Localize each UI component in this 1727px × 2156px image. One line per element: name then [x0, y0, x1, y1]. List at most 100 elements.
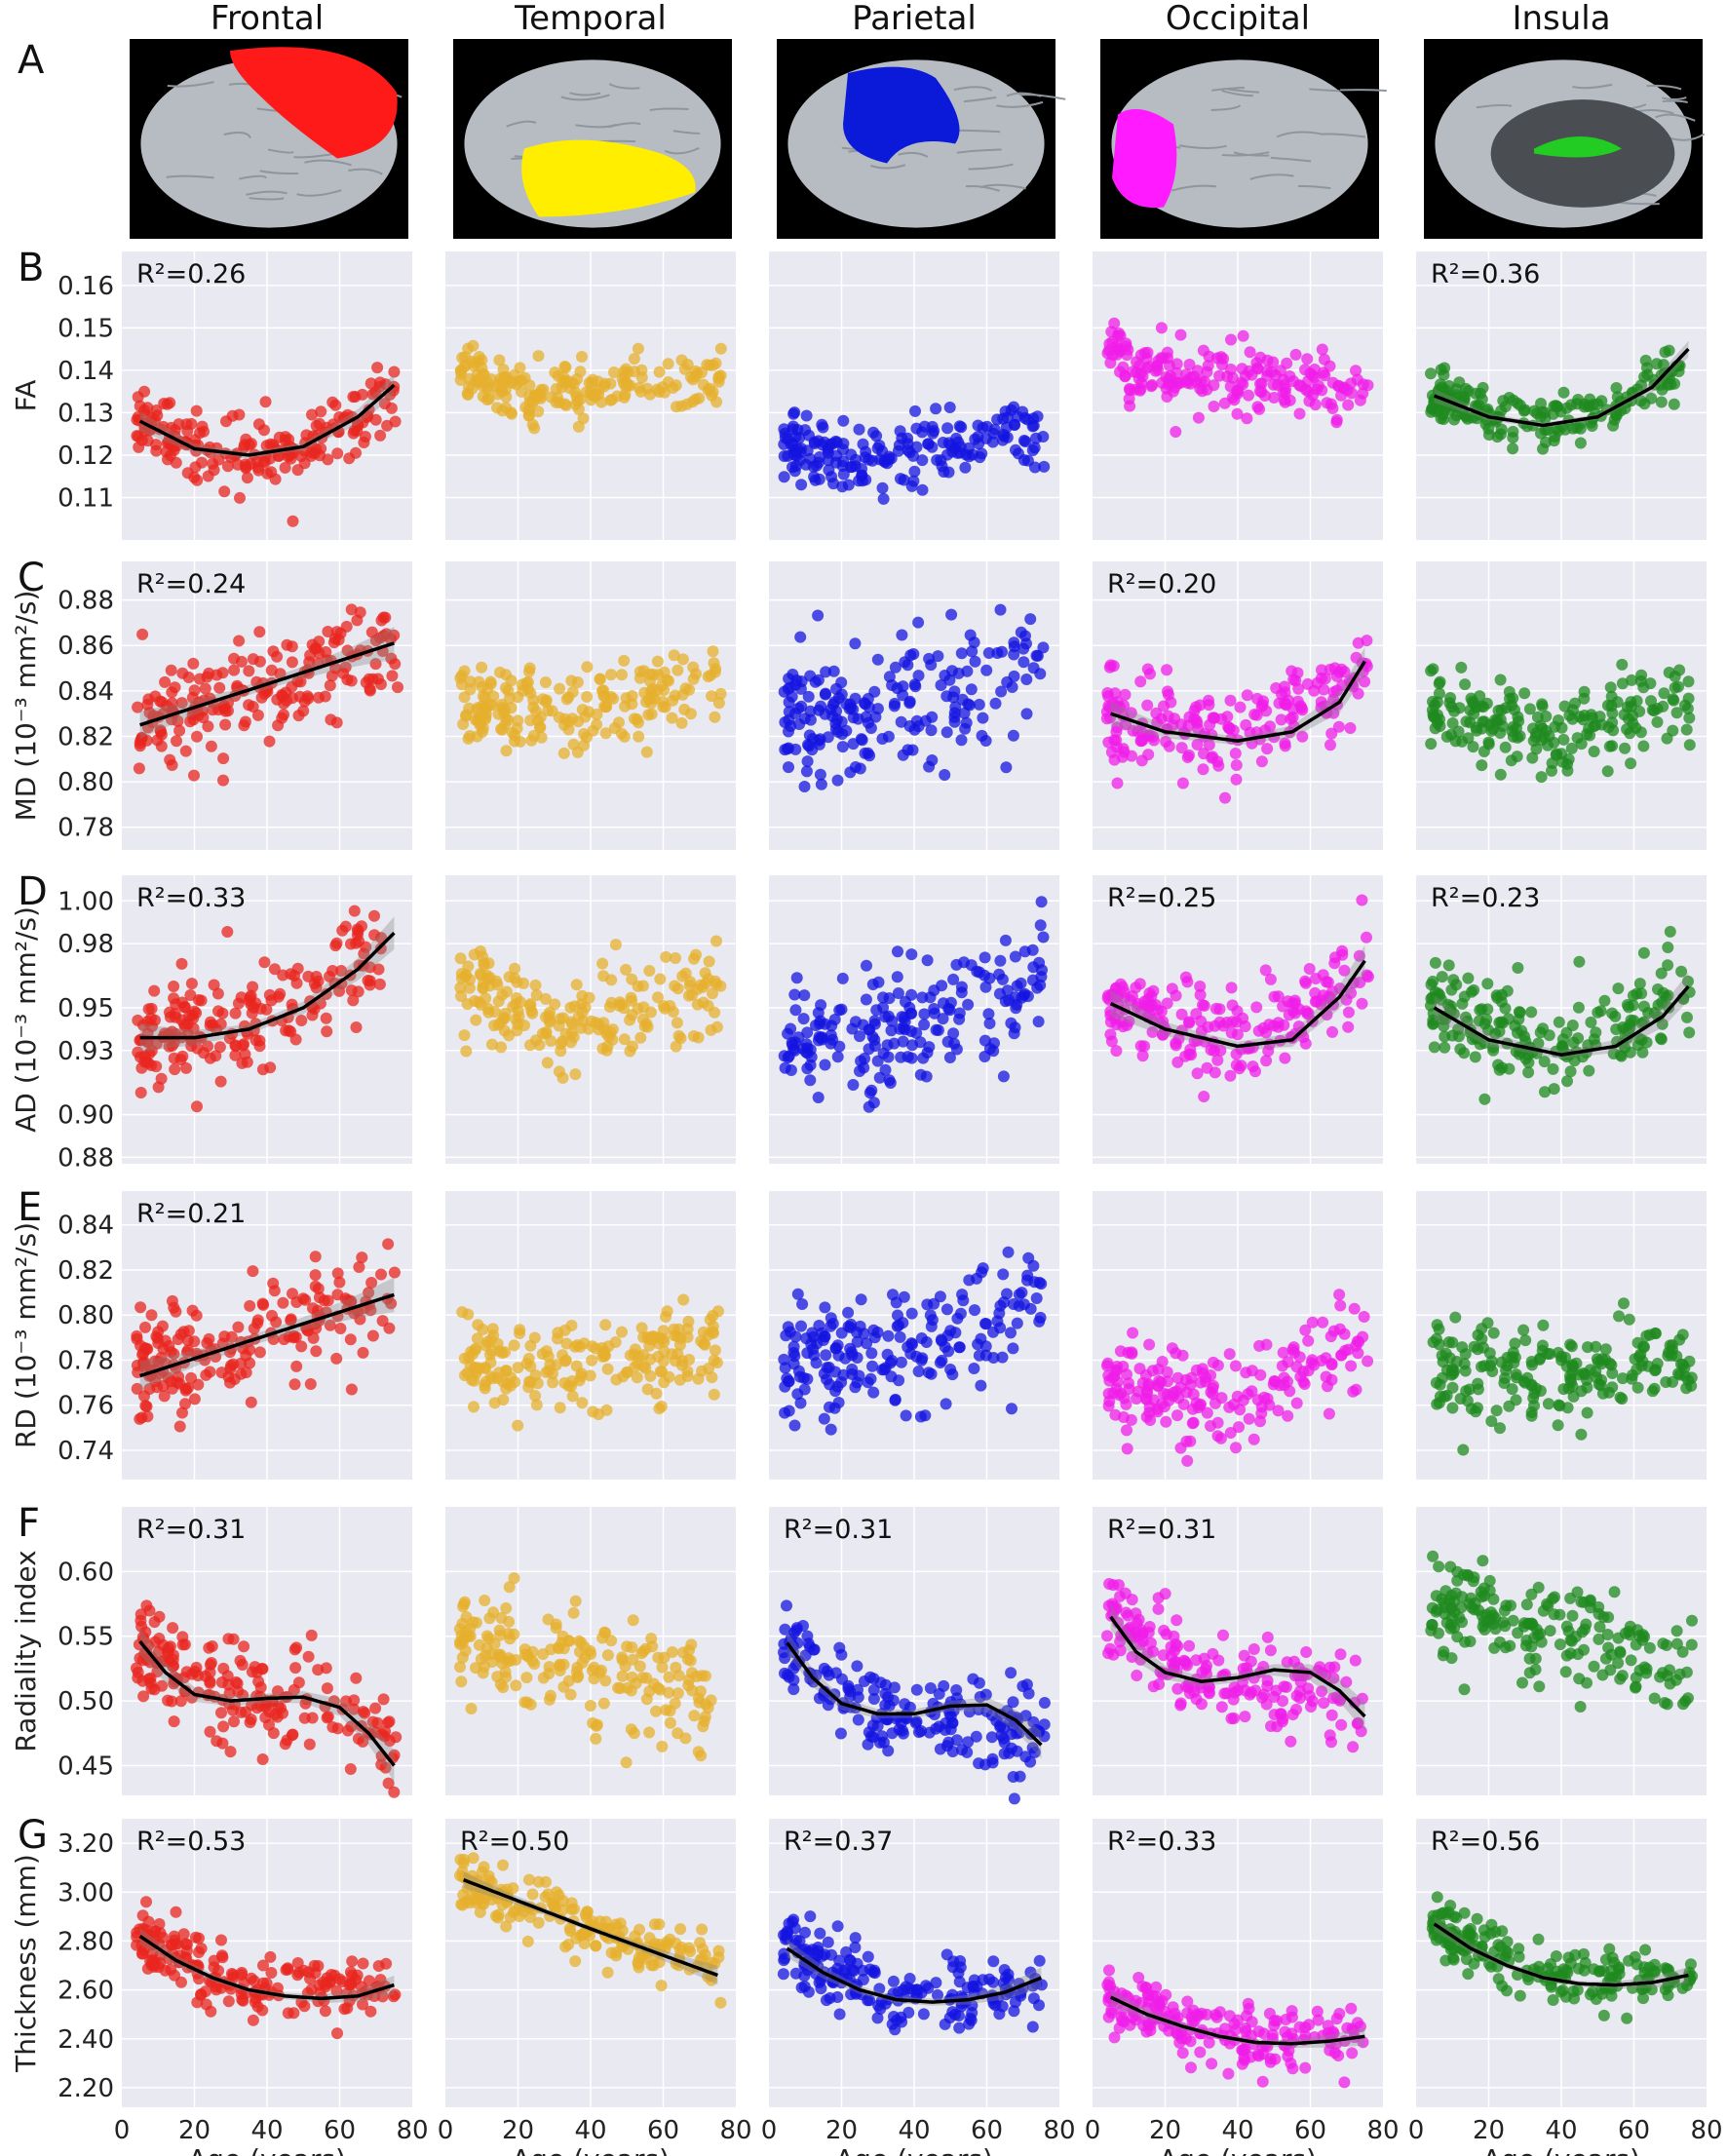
data-point: [611, 390, 624, 403]
data-point: [1655, 1033, 1668, 1046]
data-point: [350, 1672, 363, 1684]
data-point: [239, 1706, 251, 1718]
data-point: [170, 1305, 182, 1318]
data-point: [236, 1057, 249, 1069]
data-point: [322, 626, 334, 637]
data-point: [454, 952, 467, 965]
data-point: [1542, 1398, 1554, 1410]
data-point: [1200, 1371, 1212, 1384]
data-point: [204, 1020, 216, 1032]
data-point: [216, 667, 229, 679]
fit-line: [1433, 984, 1690, 1057]
data-point: [995, 1729, 1008, 1742]
data-point: [1038, 1697, 1051, 1709]
data-point: [180, 1346, 193, 1359]
data-point: [1606, 1367, 1619, 1379]
data-point: [188, 1393, 201, 1405]
data-point: [916, 991, 929, 1004]
data-point: [825, 1029, 837, 1042]
data-point: [454, 982, 467, 994]
data-point: [1212, 759, 1225, 772]
data-point: [553, 1065, 565, 1078]
data-point: [521, 683, 534, 696]
data-point: [1634, 726, 1647, 739]
data-point: [523, 662, 536, 674]
data-point: [386, 670, 399, 682]
data-point: [1319, 369, 1331, 382]
data-point: [868, 685, 881, 698]
data-point: [239, 1048, 251, 1060]
data-point: [980, 664, 993, 676]
data-point: [1669, 681, 1681, 694]
data-point: [1635, 669, 1648, 681]
data-point: [1261, 365, 1274, 377]
data-point: [876, 733, 889, 745]
data-point: [498, 1013, 511, 1025]
data-point: [235, 655, 248, 668]
brain-sulcus: [166, 174, 214, 179]
data-point: [470, 1014, 482, 1026]
data-point: [462, 342, 475, 355]
data-point: [1133, 1363, 1146, 1375]
data-point: [837, 438, 850, 450]
data-point: [1525, 1378, 1538, 1391]
data-point: [1030, 432, 1042, 444]
data-point: [345, 1383, 358, 1396]
data-point: [368, 909, 380, 922]
data-point: [1565, 742, 1578, 754]
data-point: [874, 1736, 886, 1749]
data-point: [888, 700, 901, 712]
y-tick-label: 0.13: [58, 399, 114, 428]
data-point: [1496, 1061, 1509, 1074]
brain-image-insula: [1424, 39, 1706, 239]
data-point: [1121, 1424, 1132, 1437]
data-point: [986, 436, 999, 448]
data-point: [315, 405, 327, 418]
data-point: [545, 1035, 557, 1047]
data-point: [203, 1641, 215, 1654]
data-point: [914, 1410, 927, 1423]
data-point: [614, 1682, 627, 1695]
data-point: [1118, 991, 1131, 1004]
data-point: [1317, 1316, 1329, 1328]
data-point: [816, 418, 828, 431]
data-point: [564, 1036, 577, 1049]
data-point: [1174, 328, 1187, 341]
y-axis-label: FA: [10, 380, 42, 412]
data-point: [150, 1330, 163, 1343]
data-point: [246, 1007, 258, 1020]
brain-sulcus: [1617, 201, 1660, 206]
data-point: [1676, 1328, 1689, 1341]
data-point: [554, 1402, 566, 1414]
data-point: [1208, 401, 1220, 412]
data-point: [917, 1052, 930, 1064]
data-point: [707, 645, 719, 658]
data-point: [1458, 990, 1471, 1003]
data-point: [1142, 749, 1155, 761]
data-point: [829, 1667, 842, 1679]
data-point: [942, 1736, 955, 1749]
data-point: [1644, 677, 1657, 690]
data-point: [1332, 380, 1345, 393]
data-point: [885, 1024, 898, 1037]
panel-letter-f: F: [18, 1501, 40, 1546]
data-point: [912, 1366, 925, 1377]
data-point: [925, 724, 938, 737]
data-point: [217, 774, 229, 787]
y-tick-label: 0.15: [58, 314, 114, 343]
brain-sulcus: [1646, 84, 1682, 91]
data-point: [949, 701, 962, 713]
data-point: [1552, 1419, 1564, 1432]
data-point: [488, 1006, 501, 1018]
data-point: [1562, 1382, 1575, 1395]
data-point: [1286, 665, 1298, 677]
data-point: [493, 354, 506, 366]
data-point: [494, 1678, 507, 1691]
data-point: [1203, 739, 1215, 751]
y-tick-label: 0.16: [58, 272, 114, 301]
data-point: [983, 1018, 996, 1029]
data-point: [953, 1341, 966, 1354]
data-point: [1196, 1363, 1209, 1375]
data-point: [239, 458, 251, 471]
data-point: [877, 991, 889, 1004]
